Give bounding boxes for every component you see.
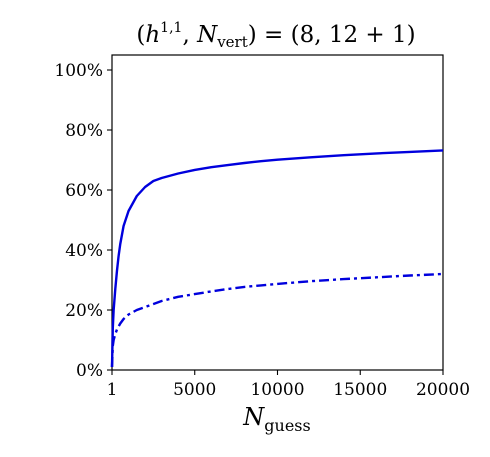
chart-title: (h1,1, Nvert) = (8, 12 + 1) [136,20,415,51]
series-line-solid [110,149,444,368]
y-tick-label: 0% [76,361,103,381]
y-axis: 0% 20% 40% 60% 80% 100% [54,61,112,381]
x-tick-label: 10000 [250,380,304,400]
plot-area-frame [111,54,444,371]
x-axis: 1 5000 10000 15000 20000 [107,370,470,400]
y-tick-label: 80% [65,121,103,141]
x-tick-label: 15000 [333,380,387,400]
x-axis-title: Nguess [242,403,310,435]
x-tick-label: 1 [107,380,118,400]
y-tick-label: 40% [65,241,103,261]
series-line-dashdot [110,272,444,368]
x-tick-label: 5000 [173,380,216,400]
y-tick-label: 60% [65,181,103,201]
x-tick-label: 20000 [416,380,470,400]
y-tick-label: 20% [65,301,103,321]
series-layer [110,149,444,368]
y-tick-label: 100% [54,61,103,81]
